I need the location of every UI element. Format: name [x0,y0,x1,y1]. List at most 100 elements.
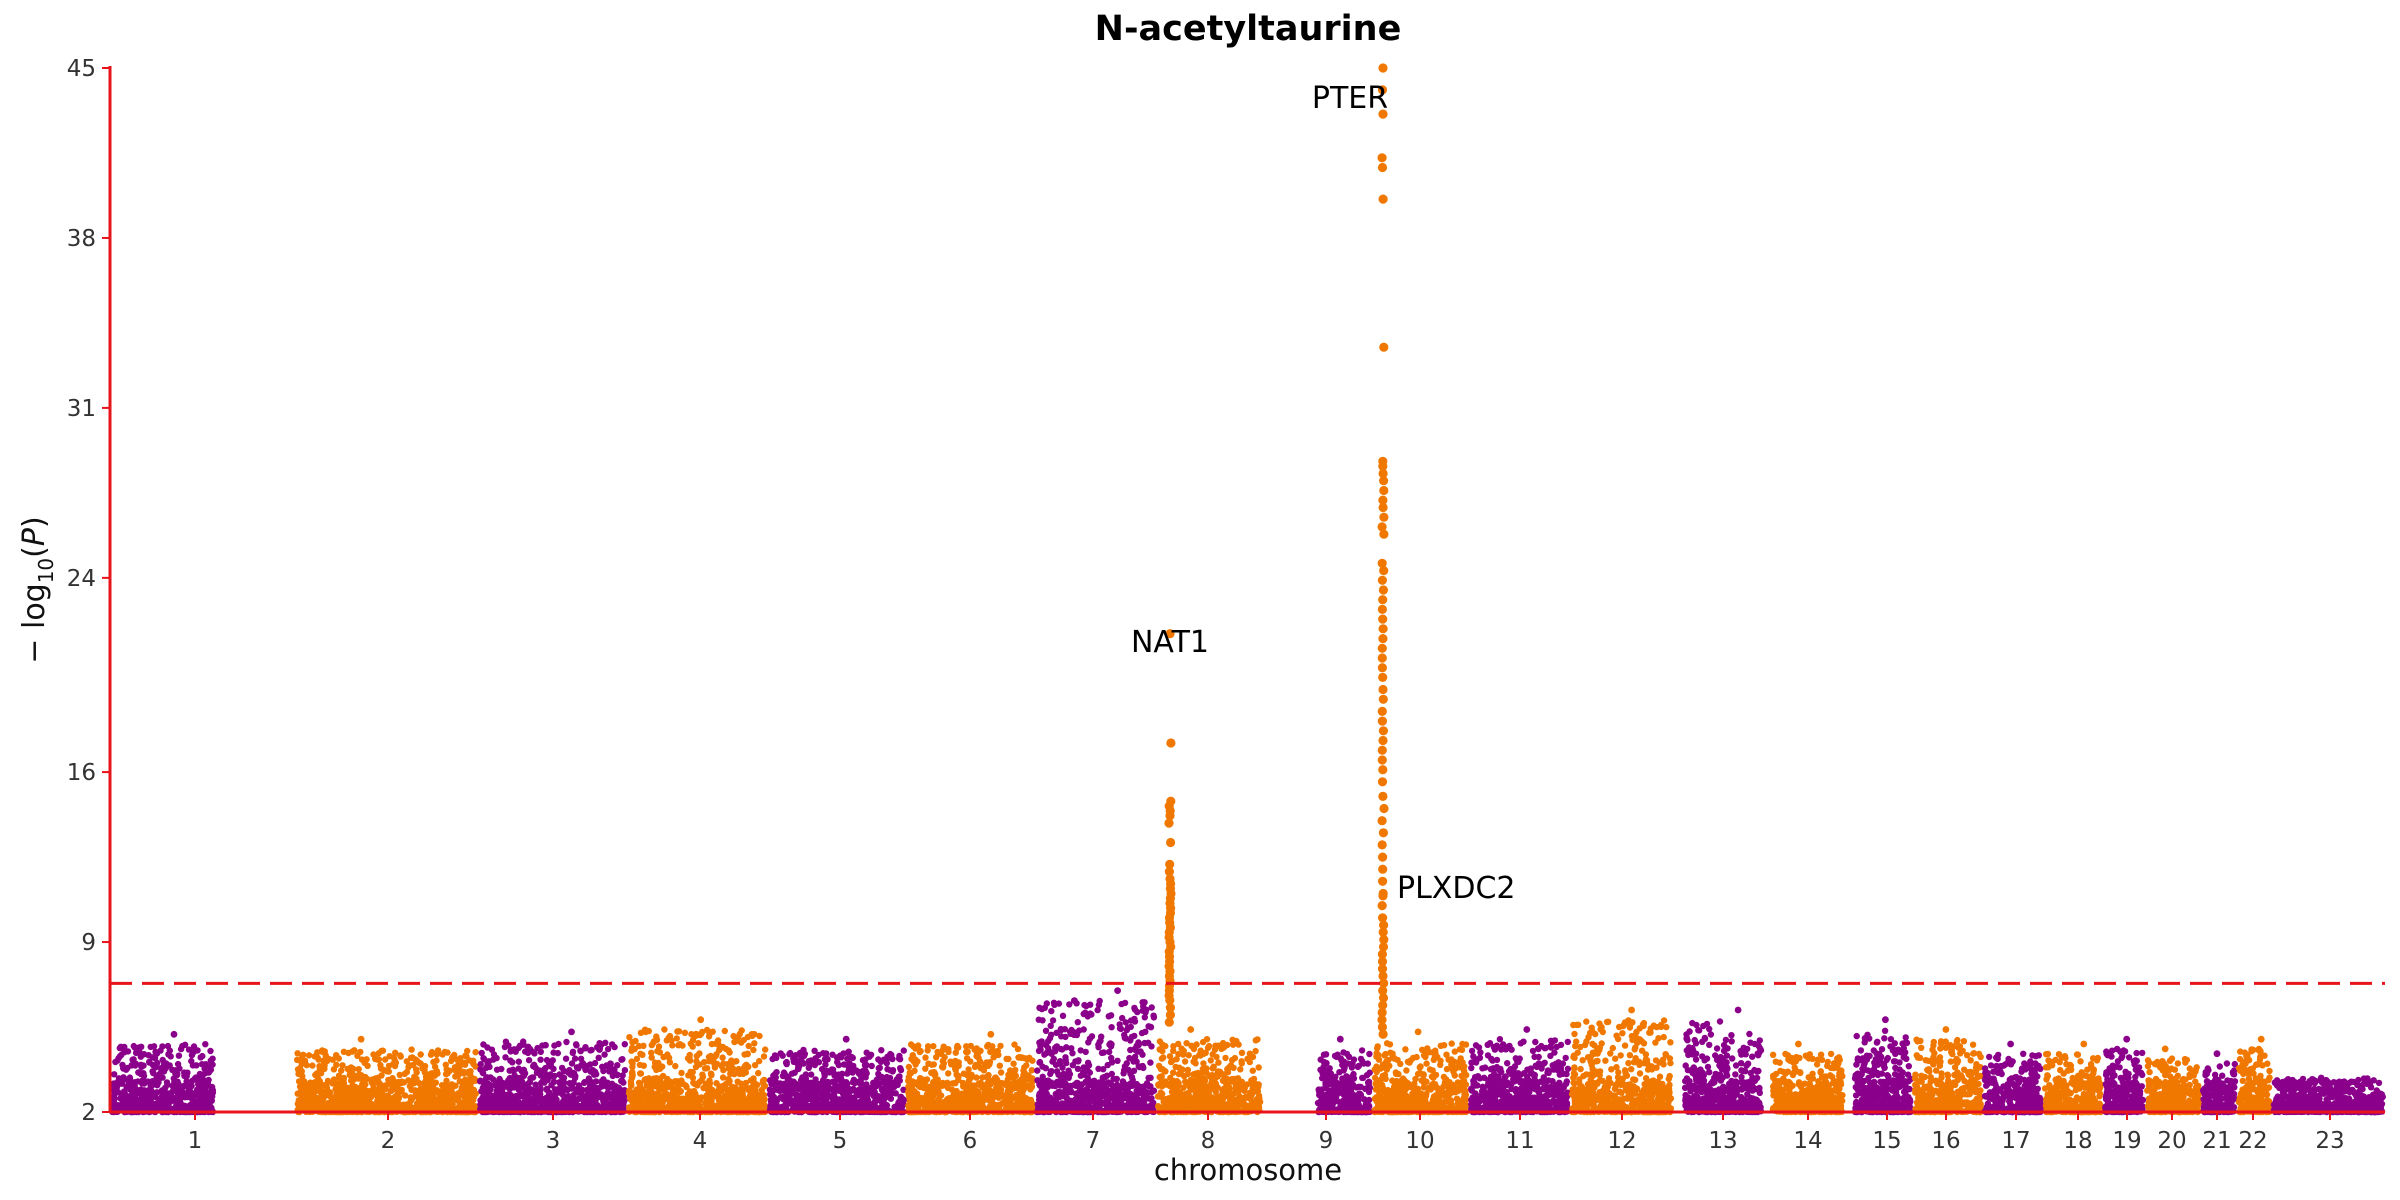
snp-point [175,1052,183,1059]
snp-point [148,1087,155,1094]
snp-point [611,1043,618,1051]
snp-point [207,1047,214,1055]
snp-point [159,1056,166,1064]
snp-point [321,1102,329,1109]
snp-point [433,1087,441,1094]
snp-point [721,1027,728,1035]
snp-point [872,1098,879,1106]
snp-point [788,1089,795,1097]
snp-point [208,1083,216,1091]
snp-point [377,1065,385,1072]
snp-point [987,1048,994,1056]
snp-point [467,1068,474,1075]
snp-point [659,1072,667,1080]
snp-point [730,1032,737,1040]
snp-point [701,1065,709,1072]
snp-point [796,1098,803,1106]
snp-point [137,1061,145,1069]
snp-point [196,1070,204,1078]
snp-point [516,1042,524,1049]
snp-point [551,1042,558,1049]
snp-point [562,1086,569,1093]
snp-point [449,1054,456,1062]
snp-point [814,1088,821,1096]
snp-point [708,1094,715,1101]
snp-point [133,1096,140,1103]
snp-point [582,1044,589,1051]
snp-point [952,1079,959,1087]
snp-point [707,1070,715,1078]
snp-point [689,1043,696,1050]
snp-point [940,1063,947,1071]
snp-point [550,1104,557,1112]
snp-point [480,1041,487,1048]
snp-point [688,1031,695,1038]
snp-point [472,1049,479,1056]
snp-point [986,1090,994,1097]
snp-point [185,1088,192,1095]
snp-point [136,1048,143,1056]
snp-point [494,1100,502,1107]
snp-point [970,1082,978,1089]
snp-point [131,1082,138,1090]
snp-point [889,1068,896,1075]
snp-point [170,1030,178,1038]
snp-point [506,1085,513,1093]
snp-point [470,1057,477,1065]
snp-point [422,1078,429,1085]
snp-point [932,1101,939,1108]
snp-point [319,1047,326,1054]
snp-point [375,1050,382,1057]
snp-point [697,1016,705,1024]
snp-point [926,1086,933,1093]
snp-point [989,1102,997,1109]
snp-point [382,1056,389,1063]
snp-point [742,1098,749,1105]
snp-point [686,1051,693,1059]
snp-point [780,1069,788,1076]
snp-point [325,1055,332,1063]
snp-point [565,1069,572,1076]
snp-point [659,1099,666,1107]
snp-point [117,1095,124,1102]
snp-point [619,1056,626,1063]
snp-point [514,1104,522,1111]
snp-point [699,1071,706,1078]
snp-point [880,1100,887,1108]
snp-point [640,1042,647,1050]
snp-point [786,1096,794,1104]
snp-point [845,1067,852,1075]
snp-point [185,1046,193,1053]
snp-point [674,1028,681,1035]
snp-point [198,1061,206,1068]
snp-point [562,1055,570,1062]
snp-point [906,1069,913,1077]
snp-point [800,1060,807,1067]
snp-point [381,1082,389,1089]
snp-point [590,1092,598,1100]
snp-point [409,1061,417,1069]
snp-point [434,1070,441,1077]
snp-point [933,1054,940,1061]
snp-point [573,1064,581,1071]
snp-point [601,1051,608,1058]
snp-point [400,1079,408,1086]
snp-point [123,1083,130,1090]
snp-point [733,1058,740,1065]
snp-point [381,1103,388,1110]
snp-point [493,1066,501,1073]
snp-point [845,1085,852,1093]
snp-point [912,1056,919,1063]
snp-point [585,1087,592,1094]
snp-point [951,1097,958,1104]
snp-point [604,1045,612,1053]
snp-point [152,1079,160,1087]
snp-point [930,1043,937,1050]
snp-point [577,1055,585,1063]
snp-point [189,1102,197,1110]
snp-point [973,1074,980,1081]
snp-point [857,1080,864,1088]
snp-point [995,1082,1002,1089]
snp-point [732,1087,739,1094]
snp-point [749,1091,756,1099]
